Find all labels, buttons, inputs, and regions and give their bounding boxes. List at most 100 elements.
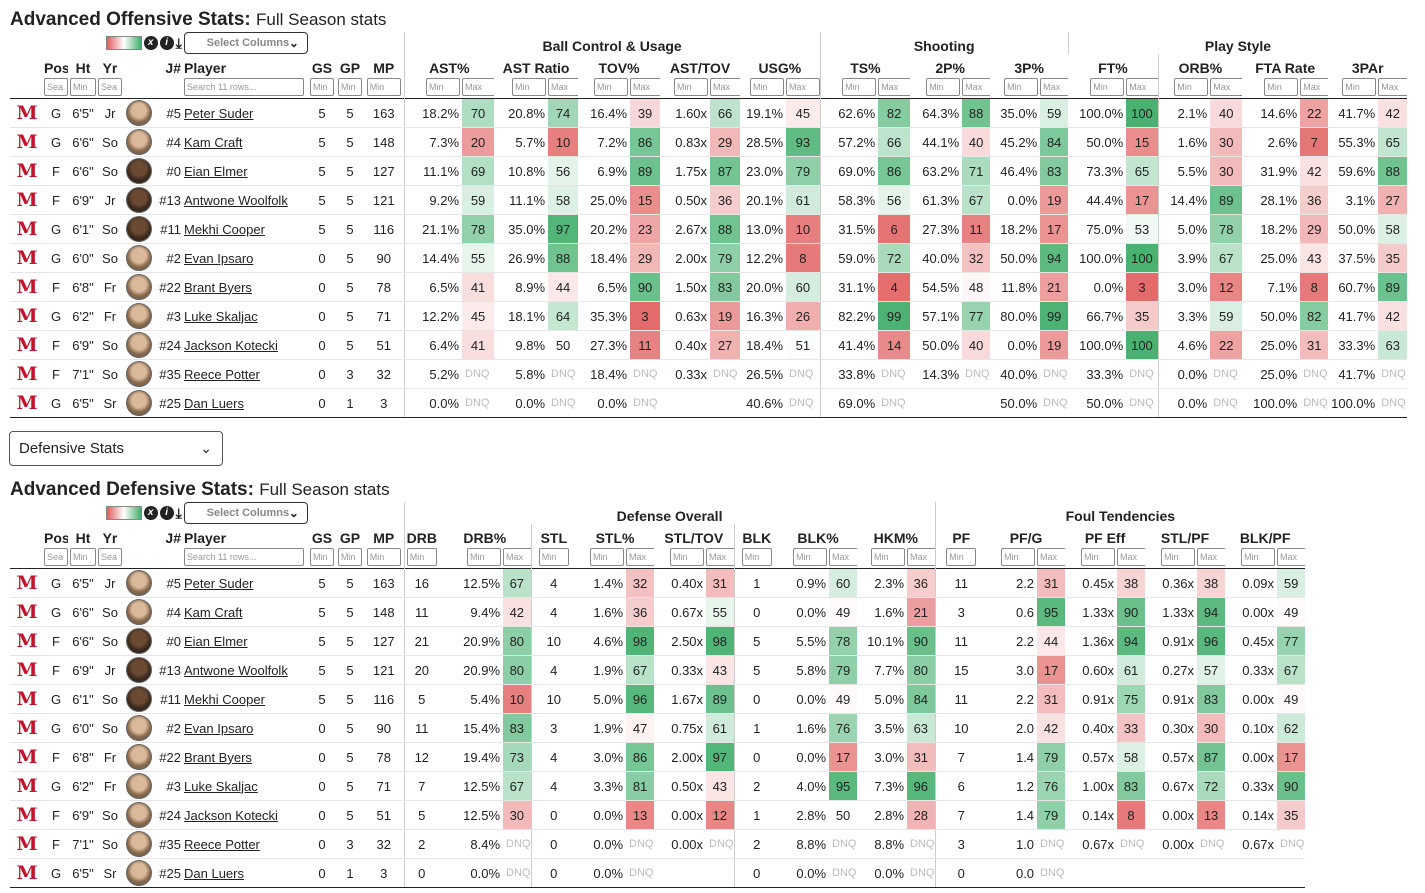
column-header-2p-[interactable]: 2P% — [935, 60, 965, 76]
numeric-min-filter[interactable]: Min — [338, 548, 362, 566]
min-filter[interactable]: Min — [670, 548, 705, 566]
column-header-pf-g[interactable]: PF/G — [1009, 530, 1043, 546]
player-name-link[interactable]: Luke Skaljac — [184, 308, 258, 324]
pos-filter[interactable]: Sea — [44, 78, 68, 96]
download-icon[interactable]: ⤓ — [175, 505, 182, 521]
column-header-ts-[interactable]: TS% — [819, 54, 911, 76]
column-header-blk-pf[interactable]: BLK/PF — [1239, 530, 1291, 546]
numeric-min-filter[interactable]: Min — [366, 548, 401, 566]
max-filter[interactable]: Max — [626, 548, 655, 566]
select-columns-dropdown[interactable]: Select Columns ⌄ — [183, 32, 308, 54]
player-name-link[interactable]: Reece Potter — [184, 366, 260, 382]
max-filter[interactable]: Max — [1117, 548, 1146, 566]
min-filter[interactable]: Min — [406, 548, 437, 566]
column-header-player[interactable]: Player — [184, 60, 227, 76]
numeric-min-filter[interactable]: Min — [310, 78, 334, 96]
max-filter[interactable]: Max — [1300, 78, 1329, 96]
column-header-mp[interactable]: MP — [364, 54, 404, 76]
column-header-ht[interactable]: Ht — [75, 60, 91, 76]
player-name-link[interactable]: Jackson Kotecki — [184, 337, 278, 353]
column-header-drb-[interactable]: DRB% — [463, 530, 507, 546]
max-filter[interactable]: Max — [706, 548, 735, 566]
info-icon[interactable]: i — [159, 36, 174, 50]
min-filter[interactable]: Min — [1174, 78, 1209, 96]
min-filter[interactable]: Min — [871, 548, 906, 566]
min-filter[interactable]: Min — [926, 78, 961, 96]
max-filter[interactable]: Max — [710, 78, 741, 96]
max-filter[interactable]: Max — [829, 548, 858, 566]
column-header-pf-eff[interactable]: PF Eff — [1084, 530, 1126, 546]
min-filter[interactable]: Min — [741, 548, 772, 566]
download-icon[interactable]: ⤓ — [175, 35, 182, 51]
column-header-pf[interactable]: PF — [934, 524, 988, 546]
column-header-mp[interactable]: MP — [364, 524, 404, 546]
player-name-link[interactable]: Peter Suder — [184, 575, 254, 591]
max-filter[interactable]: Max — [1037, 548, 1066, 566]
numeric-min-filter[interactable]: Min — [310, 548, 334, 566]
player-search-input[interactable]: Search 11 rows... — [184, 548, 304, 566]
column-header-player[interactable]: Player — [184, 530, 227, 546]
formula-icon[interactable]: x — [143, 506, 158, 520]
formula-icon[interactable]: x — [143, 36, 158, 50]
min-filter[interactable]: Min — [946, 548, 977, 566]
column-header-orb-[interactable]: ORB% — [1157, 54, 1243, 76]
ht-min-filter[interactable]: Min — [70, 78, 96, 96]
min-filter[interactable]: Min — [590, 548, 625, 566]
player-name-link[interactable]: Mekhi Cooper — [184, 691, 265, 707]
player-name-link[interactable]: Antwone Woolfolk — [184, 192, 288, 208]
max-filter[interactable]: Max — [786, 78, 821, 96]
column-header-ft-[interactable]: FT% — [1098, 60, 1128, 76]
column-header-ht[interactable]: Ht — [75, 530, 91, 546]
player-search-input[interactable]: Search 11 rows... — [184, 78, 304, 96]
min-filter[interactable]: Min — [1264, 78, 1299, 96]
column-header-blk[interactable]: BLK — [733, 524, 780, 546]
max-filter[interactable]: Max — [630, 78, 661, 96]
column-header-stl[interactable]: STL — [530, 524, 577, 546]
player-name-link[interactable]: Brant Byers — [184, 749, 252, 765]
column-header-pos[interactable]: Pos — [44, 60, 68, 76]
column-header-ast-ratio[interactable]: AST Ratio — [502, 60, 570, 76]
player-name-link[interactable]: Dan Luers — [184, 395, 244, 411]
max-filter[interactable]: Max — [1126, 78, 1159, 96]
min-filter[interactable]: Min — [1001, 548, 1036, 566]
max-filter[interactable]: Max — [1210, 78, 1243, 96]
column-header-3p-[interactable]: 3P% — [1014, 60, 1044, 76]
info-icon[interactable]: i — [159, 506, 174, 520]
column-header-hkm-[interactable]: HKM% — [873, 530, 918, 546]
player-name-link[interactable]: Kam Craft — [184, 604, 243, 620]
ht-min-filter[interactable]: Min — [70, 548, 96, 566]
column-header-stl-pf[interactable]: STL/PF — [1160, 530, 1210, 546]
player-name-link[interactable]: Jackson Kotecki — [184, 807, 278, 823]
player-name-link[interactable]: Antwone Woolfolk — [184, 662, 288, 678]
max-filter[interactable]: Max — [1040, 78, 1069, 96]
color-scale-icon[interactable] — [105, 506, 142, 520]
column-header-yr[interactable]: Yr — [102, 530, 118, 546]
yr-filter[interactable]: Sea — [98, 548, 122, 566]
column-header-fta-rate[interactable]: FTA Rate — [1255, 60, 1316, 76]
min-filter[interactable]: Min — [674, 78, 709, 96]
color-scale-icon[interactable] — [105, 36, 142, 50]
yr-filter[interactable]: Sea — [98, 78, 122, 96]
max-filter[interactable]: Max — [878, 78, 911, 96]
column-header-j-[interactable]: J# — [165, 60, 181, 76]
player-name-link[interactable]: Reece Potter — [184, 836, 260, 852]
column-header-usg-[interactable]: USG% — [758, 60, 802, 76]
player-name-link[interactable]: Mekhi Cooper — [184, 221, 265, 237]
column-header-gp[interactable]: GP — [339, 530, 361, 546]
pos-filter[interactable]: Sea — [44, 548, 68, 566]
player-name-link[interactable]: Evan Ipsaro — [184, 250, 254, 266]
max-filter[interactable]: Max — [1378, 78, 1408, 96]
column-header-stl-[interactable]: STL% — [595, 530, 635, 546]
min-filter[interactable]: Min — [1241, 548, 1276, 566]
player-name-link[interactable]: Evan Ipsaro — [184, 720, 254, 736]
min-filter[interactable]: Min — [1090, 78, 1125, 96]
player-name-link[interactable]: Dan Luers — [184, 865, 244, 881]
select-columns-dropdown[interactable]: Select Columns ⌄ — [183, 502, 308, 524]
column-header-gs[interactable]: GS — [311, 60, 333, 76]
min-filter[interactable]: Min — [1161, 548, 1196, 566]
column-header-gs[interactable]: GS — [311, 530, 333, 546]
stats-type-select[interactable]: Defensive Stats ⌄ — [9, 431, 223, 466]
player-name-link[interactable]: Eian Elmer — [184, 633, 248, 649]
min-filter[interactable]: Min — [793, 548, 828, 566]
max-filter[interactable]: Max — [907, 548, 936, 566]
